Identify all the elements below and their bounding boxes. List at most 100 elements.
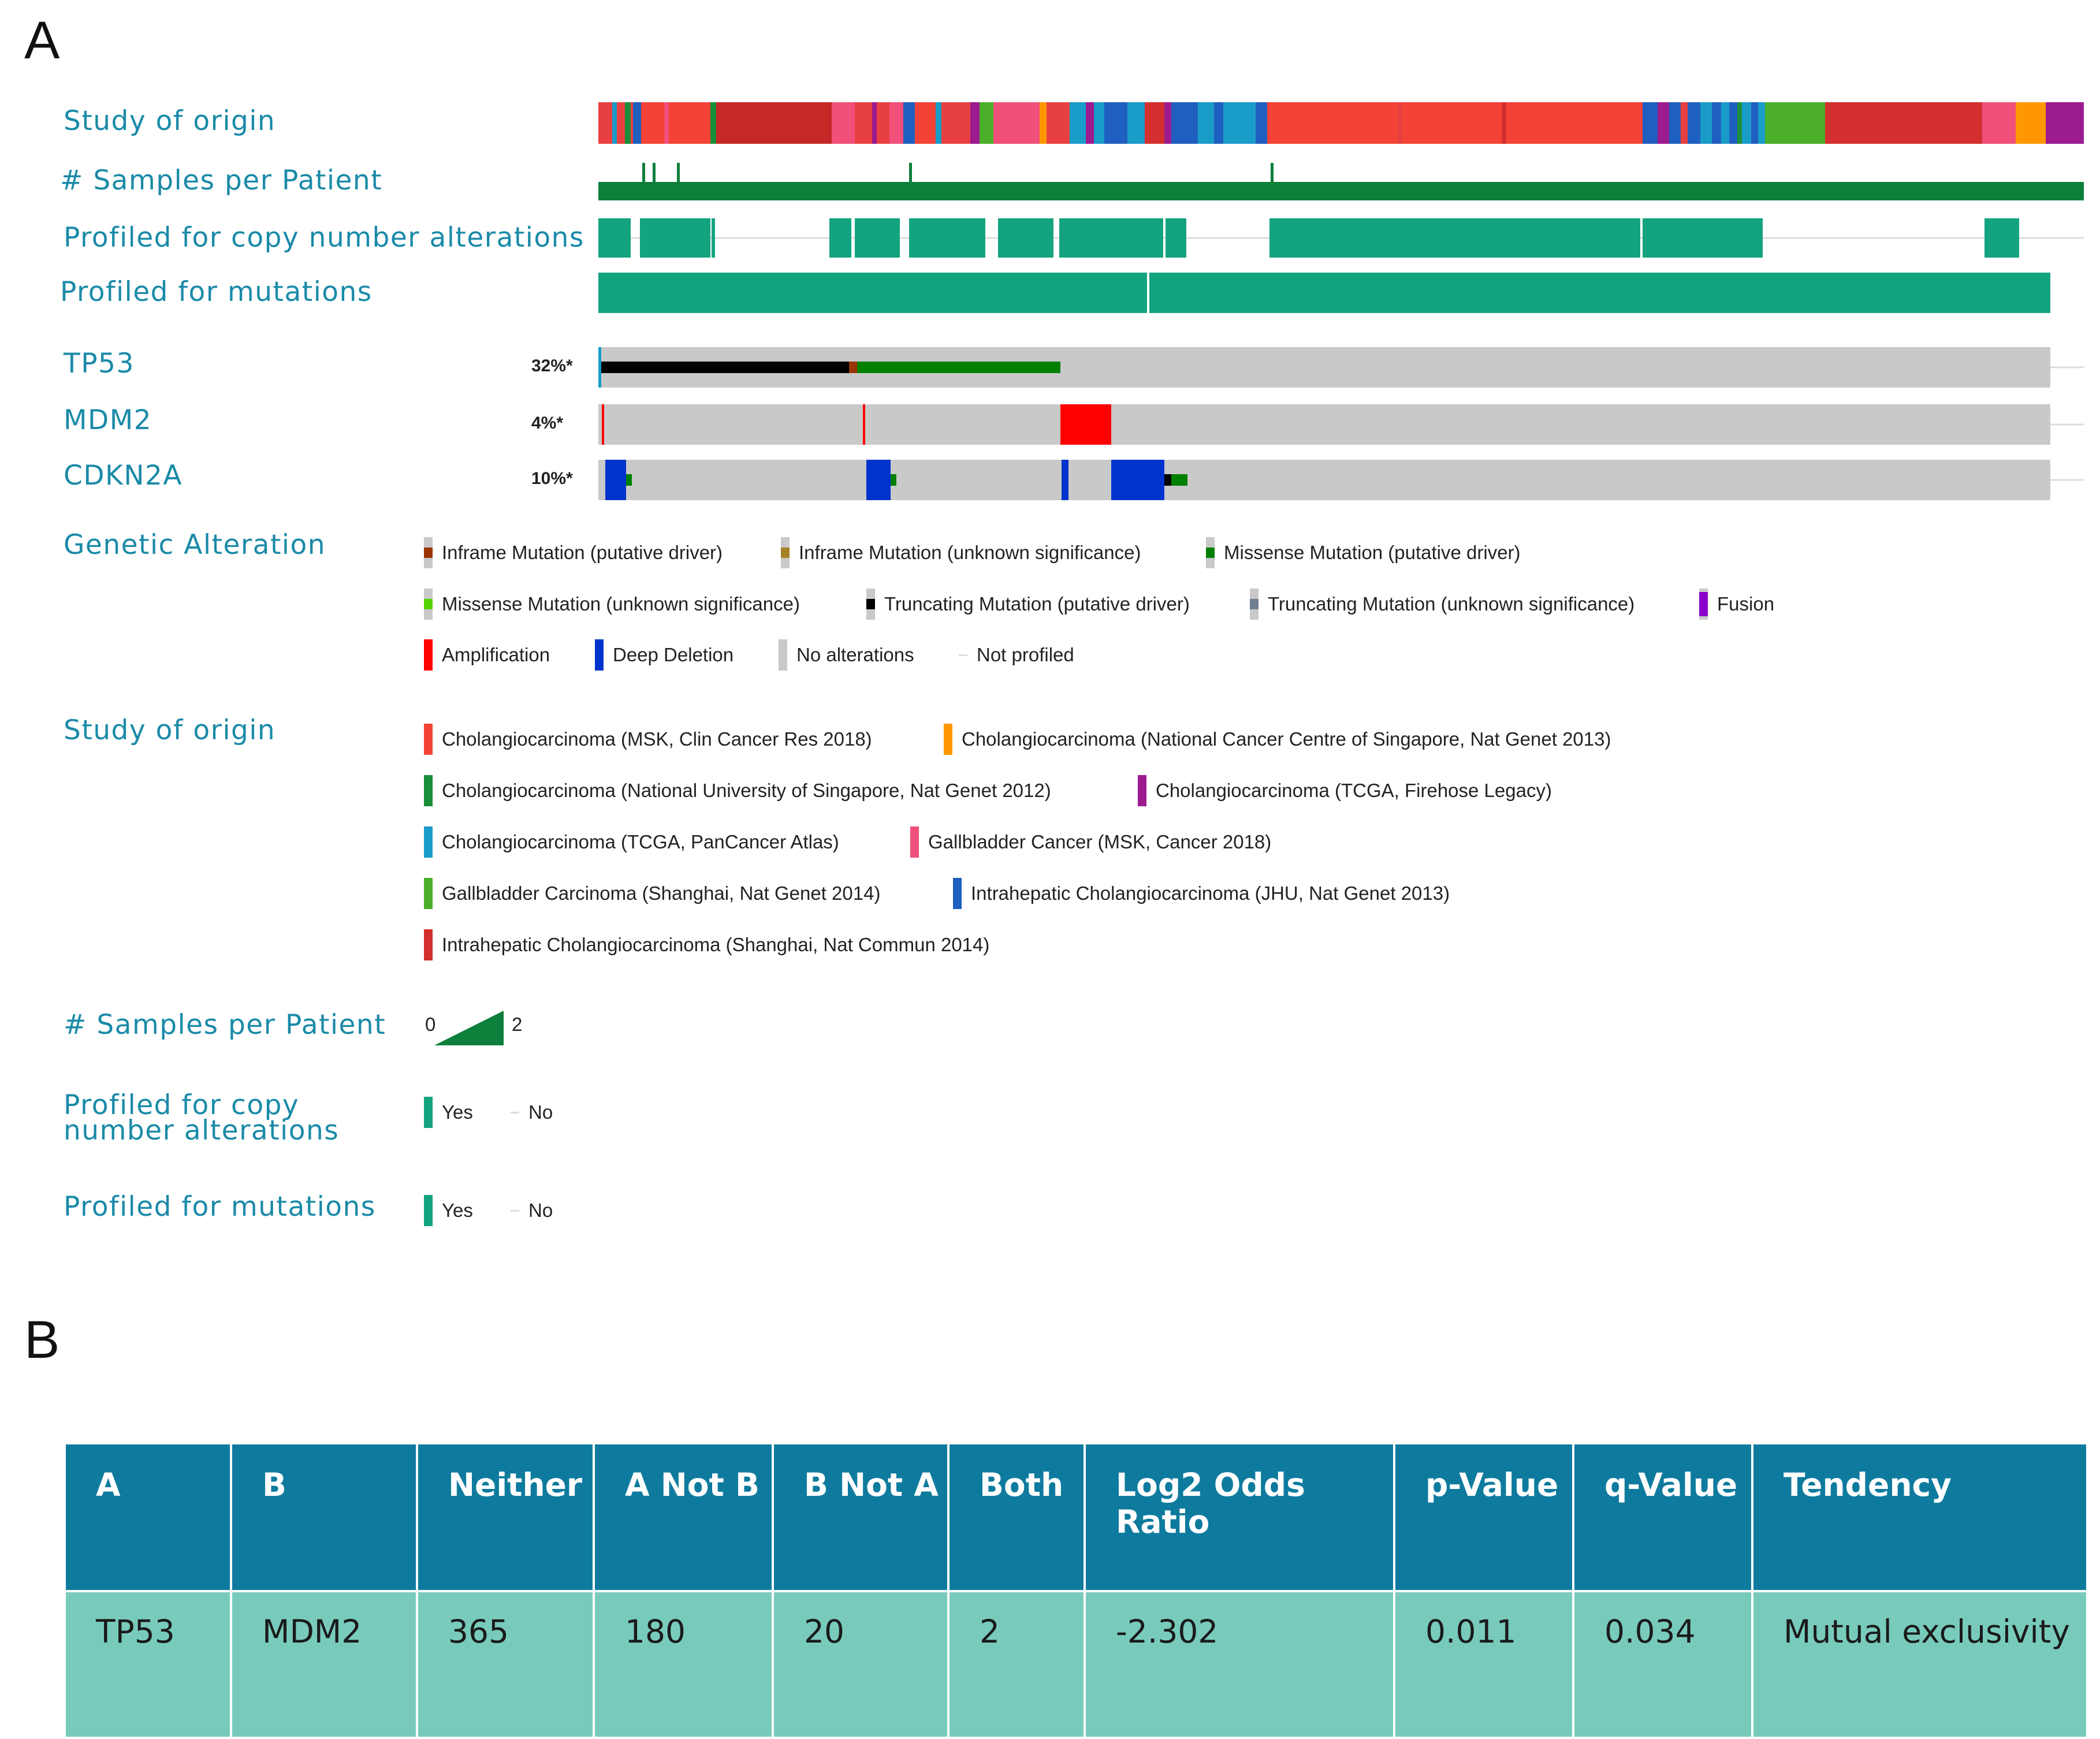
- samples-legend-min: 0: [425, 1014, 436, 1035]
- legend-cna-no: No: [511, 1095, 553, 1130]
- table-header-row: A B Neither A Not B B Not A Both Log2 Od…: [64, 1442, 2088, 1592]
- swatch-icon: [424, 878, 433, 909]
- legend-item-label: Deep Deletion: [613, 644, 734, 665]
- legend-item-no-alterations: No alterations: [779, 638, 914, 672]
- swatch-icon: [424, 589, 433, 620]
- legend-item-deep-deletion: Deep Deletion: [595, 638, 733, 672]
- swatch-icon: [424, 1097, 433, 1128]
- gene-pct-cdkn2a: 10%*: [531, 469, 573, 488]
- table-cell: MDM2: [230, 1590, 418, 1739]
- swatch-icon: [1138, 775, 1146, 806]
- table-cell: 2: [947, 1590, 1086, 1739]
- swatch-icon: [959, 639, 967, 671]
- swatch-icon: [424, 1195, 433, 1226]
- oncoprint-graphic: [598, 102, 2084, 500]
- table-cell: 180: [593, 1590, 774, 1739]
- table-header-cell: Neither: [416, 1442, 595, 1592]
- legend-title-samples-per-patient: # Samples per Patient: [64, 1009, 386, 1041]
- legend-title-profiled-cna: Profiled for copy number alterations: [64, 1089, 410, 1146]
- legend-item-label: Fusion: [1717, 593, 1775, 615]
- swatch-icon: [953, 878, 962, 909]
- table-header-cell: q-Value: [1572, 1442, 1753, 1592]
- swatch-icon: [1699, 589, 1708, 620]
- legend-item-truncating-driver: Truncating Mutation (putative driver): [866, 587, 1190, 621]
- swatch-icon: [944, 724, 952, 755]
- track-label-study-of-origin: Study of origin: [64, 105, 276, 137]
- table-cell: 365: [416, 1590, 595, 1739]
- swatch-icon: [424, 639, 433, 671]
- swatch-icon: [424, 929, 433, 960]
- co-occurrence-table: A B Neither A Not B B Not A Both Log2 Od…: [64, 1442, 2088, 1739]
- legend-item-label: Cholangiocarcinoma (National Cancer Cent…: [962, 728, 1611, 750]
- legend-title-profiled-cna-text: Profiled for copy number alterations: [64, 1089, 340, 1146]
- legend-item-not-profiled: Not profiled: [959, 638, 1074, 672]
- legend-item-label: Cholangiocarcinoma (MSK, Clin Cancer Res…: [442, 728, 872, 750]
- swatch-icon: [511, 1195, 519, 1226]
- swatch-icon: [910, 826, 919, 858]
- legend-item-study-nccs: Cholangiocarcinoma (National Cancer Cent…: [944, 722, 1611, 757]
- legend-item-study-shanghai-commun: Intrahepatic Cholangiocarcinoma (Shangha…: [424, 928, 989, 962]
- samples-legend-max: 2: [512, 1014, 523, 1035]
- swatch-icon: [511, 1097, 519, 1128]
- legend-item-study-msk-clin: Cholangiocarcinoma (MSK, Clin Cancer Res…: [424, 722, 872, 757]
- legend-item-label: Inframe Mutation (putative driver): [442, 542, 723, 563]
- panel-b-letter: B: [24, 1310, 60, 1369]
- legend-item-label: No: [528, 1200, 553, 1221]
- swatch-icon: [424, 724, 433, 755]
- track-label-profiled-mutations: Profiled for mutations: [60, 276, 373, 308]
- legend-item-label: Truncating Mutation (unknown significanc…: [1268, 593, 1635, 615]
- swatch-icon: [424, 826, 433, 858]
- gene-label-tp53: TP53: [64, 348, 135, 379]
- legend-item-label: Yes: [442, 1200, 473, 1221]
- legend-item-inframe-unknown: Inframe Mutation (unknown significance): [781, 535, 1141, 570]
- legend-item-fusion: Fusion: [1699, 587, 1774, 621]
- gene-label-mdm2: MDM2: [64, 404, 152, 436]
- legend-item-label: Cholangiocarcinoma (TCGA, Firehose Legac…: [1156, 780, 1552, 801]
- table-row: TP53 MDM2 365 180 20 2 -2.302 0.011 0.03…: [64, 1590, 2088, 1739]
- legend-item-label: Missense Mutation (putative driver): [1224, 542, 1521, 563]
- swatch-icon: [779, 639, 787, 671]
- legend-item-label: Inframe Mutation (unknown significance): [799, 542, 1141, 563]
- profiled-mutations-track: [598, 273, 2050, 313]
- legend-item-label: Missense Mutation (unknown significance): [442, 593, 800, 615]
- gene-pct-mdm2: 4%*: [531, 414, 564, 433]
- table-header-cell: A: [64, 1442, 232, 1592]
- study-of-origin-track: [598, 102, 2084, 144]
- legend-item-study-nus: Cholangiocarcinoma (National University …: [424, 773, 1051, 808]
- legend-item-study-tcga-firehose: Cholangiocarcinoma (TCGA, Firehose Legac…: [1138, 773, 1552, 808]
- swatch-icon: [595, 639, 604, 671]
- legend-item-label: No alterations: [796, 644, 914, 665]
- table-cell: 0.034: [1572, 1590, 1753, 1739]
- swatch-icon: [424, 537, 433, 568]
- legend-item-label: Gallbladder Cancer (MSK, Cancer 2018): [928, 831, 1272, 852]
- swatch-icon: [866, 589, 875, 620]
- legend-item-label: Yes: [442, 1101, 473, 1123]
- legend-item-label: Intrahepatic Cholangiocarcinoma (Shangha…: [442, 934, 990, 955]
- legend-item-study-gallbladder-msk: Gallbladder Cancer (MSK, Cancer 2018): [910, 825, 1271, 859]
- legend-item-label: Cholangiocarcinoma (TCGA, PanCancer Atla…: [442, 831, 839, 852]
- legend-item-amplification: Amplification: [424, 638, 550, 672]
- table-header-cell: A Not B: [593, 1442, 774, 1592]
- legend-item-study-gallbladder-shanghai: Gallbladder Carcinoma (Shanghai, Nat Gen…: [424, 876, 880, 911]
- track-label-samples-per-patient: # Samples per Patient: [60, 165, 383, 196]
- samples-gradient-icon: [434, 1011, 504, 1045]
- table-header-cell: B: [230, 1442, 418, 1592]
- legend-item-study-jhu: Intrahepatic Cholangiocarcinoma (JHU, Na…: [953, 876, 1450, 911]
- gene-pct-tp53: 32%*: [531, 356, 573, 375]
- legend-mut-yes: Yes: [424, 1193, 473, 1228]
- legend-title-profiled-mutations: Profiled for mutations: [64, 1191, 376, 1223]
- table-header-cell: Log2 Odds Ratio: [1083, 1442, 1395, 1592]
- table-header-cell: Both: [947, 1442, 1086, 1592]
- legend-item-label: Truncating Mutation (putative driver): [884, 593, 1190, 615]
- gene-label-cdkn2a: CDKN2A: [64, 460, 183, 491]
- legend-mut-no: No: [511, 1193, 553, 1228]
- profiled-cna-track: [598, 218, 2084, 258]
- legend-item-missense-driver: Missense Mutation (putative driver): [1206, 535, 1521, 570]
- table-cell: 20: [772, 1590, 950, 1739]
- table-cell: TP53: [64, 1590, 232, 1739]
- legend-cna-yes: Yes: [424, 1095, 473, 1130]
- table-cell: -2.302: [1083, 1590, 1395, 1739]
- cdkn2a-track: [598, 460, 2084, 500]
- legend-item-inframe-driver: Inframe Mutation (putative driver): [424, 535, 723, 570]
- table-header-cell: Tendency: [1751, 1442, 2088, 1592]
